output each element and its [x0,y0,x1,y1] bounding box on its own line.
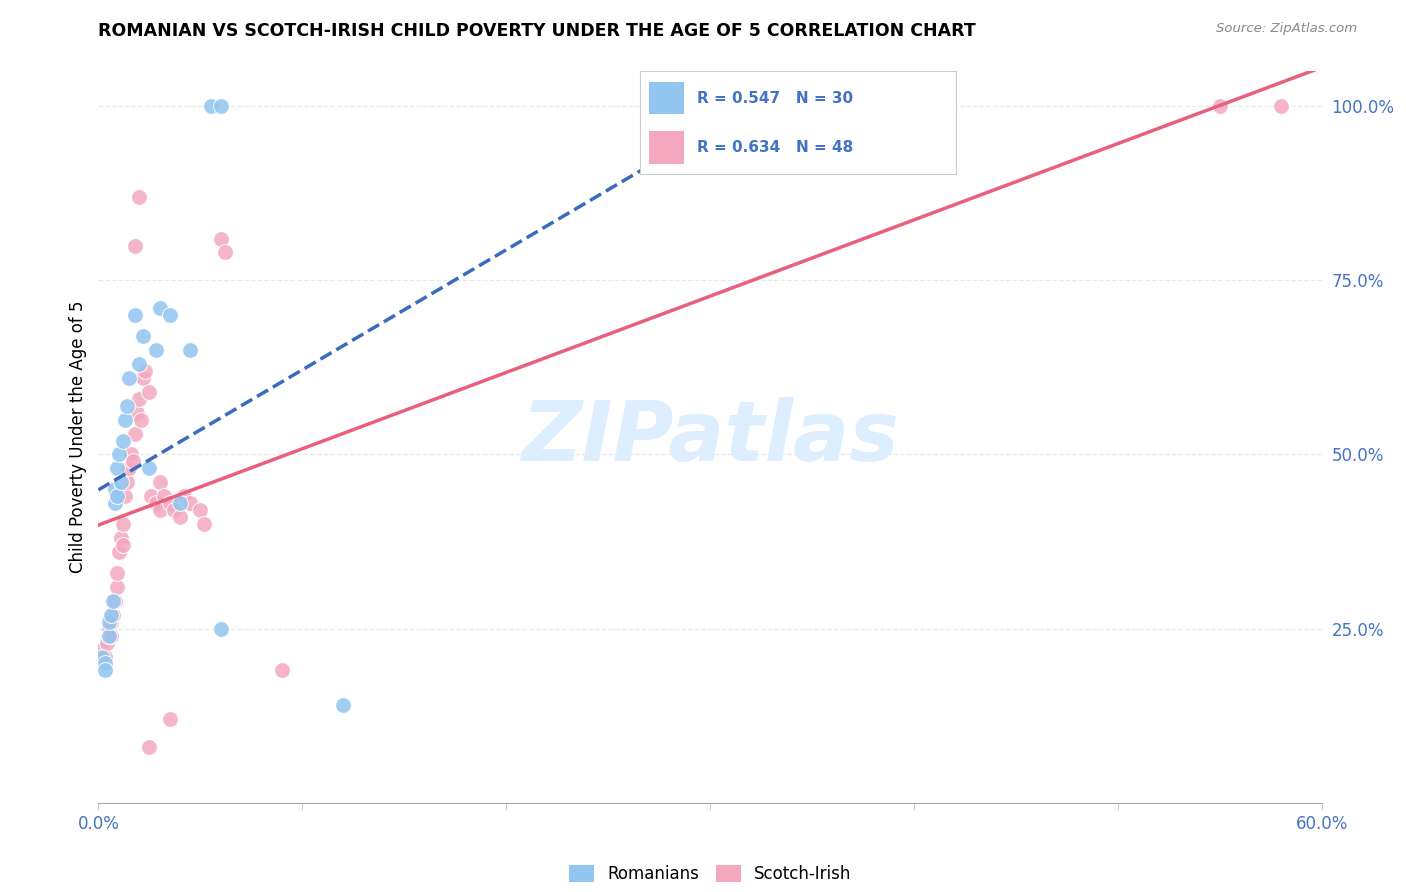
Point [114,412,136,426]
Point [149,475,172,490]
Point [120,448,142,462]
Point [173,489,195,503]
Point [138,461,160,475]
Point [93,649,115,664]
Point [124,308,146,322]
Point [108,545,131,559]
Point [118,461,141,475]
Point [159,496,181,510]
Point [159,712,181,726]
Point [111,434,134,448]
Point [122,454,145,468]
Point [169,510,191,524]
Point [129,412,152,426]
Text: ZIPatlas: ZIPatlas [522,397,898,477]
Point [193,517,215,532]
Point [101,594,124,608]
Point [132,329,155,343]
Point [163,503,186,517]
Point [128,190,150,204]
Point [152,489,174,503]
Point [105,489,128,503]
Point [110,531,132,545]
Point [270,664,294,678]
Text: Source: ZipAtlas.com: Source: ZipAtlas.com [1216,22,1357,36]
Point [91,649,114,664]
Point [169,496,191,510]
Point [134,364,156,378]
Point [118,371,141,385]
Point [124,238,146,252]
Point [114,489,136,503]
Point [93,657,115,671]
Point [200,99,222,113]
Point [108,448,131,462]
Point [332,698,354,713]
Point [132,371,155,385]
Point [1270,99,1292,113]
Point [179,343,201,357]
Point [128,357,150,371]
Point [145,343,167,357]
Point [214,245,236,260]
Text: ROMANIAN VS SCOTCH-IRISH CHILD POVERTY UNDER THE AGE OF 5 CORRELATION CHART: ROMANIAN VS SCOTCH-IRISH CHILD POVERTY U… [98,22,976,40]
Point [105,580,128,594]
Point [138,384,160,399]
Point [97,622,120,636]
Text: R = 0.634   N = 48: R = 0.634 N = 48 [697,140,853,155]
Point [209,231,232,245]
Point [97,629,120,643]
Point [104,496,127,510]
Point [1209,99,1232,113]
Point [100,607,122,622]
Text: R = 0.547   N = 30: R = 0.547 N = 30 [697,90,853,105]
Point [138,740,160,755]
Point [149,503,172,517]
Point [149,301,172,316]
Point [100,629,122,643]
Point [91,642,114,657]
Point [104,483,127,497]
Point [97,629,120,643]
Point [145,496,167,510]
Point [115,399,138,413]
Legend: Romanians, Scotch-Irish: Romanians, Scotch-Irish [562,858,858,889]
Point [101,607,124,622]
Point [159,308,181,322]
Point [141,489,163,503]
Point [209,622,232,636]
Point [93,664,115,678]
Point [110,475,132,490]
Bar [650,131,685,163]
Point [188,503,212,517]
Point [104,594,127,608]
Point [100,615,122,629]
Point [96,635,118,649]
Point [97,615,120,629]
Point [105,461,128,475]
Point [111,538,134,552]
Point [115,475,138,490]
Point [209,99,232,113]
Point [105,566,128,580]
Point [111,517,134,532]
Y-axis label: Child Poverty Under the Age of 5: Child Poverty Under the Age of 5 [69,301,87,574]
Point [128,392,150,406]
Bar [650,81,685,114]
Point [124,426,146,441]
Point [179,496,201,510]
Point [127,406,149,420]
